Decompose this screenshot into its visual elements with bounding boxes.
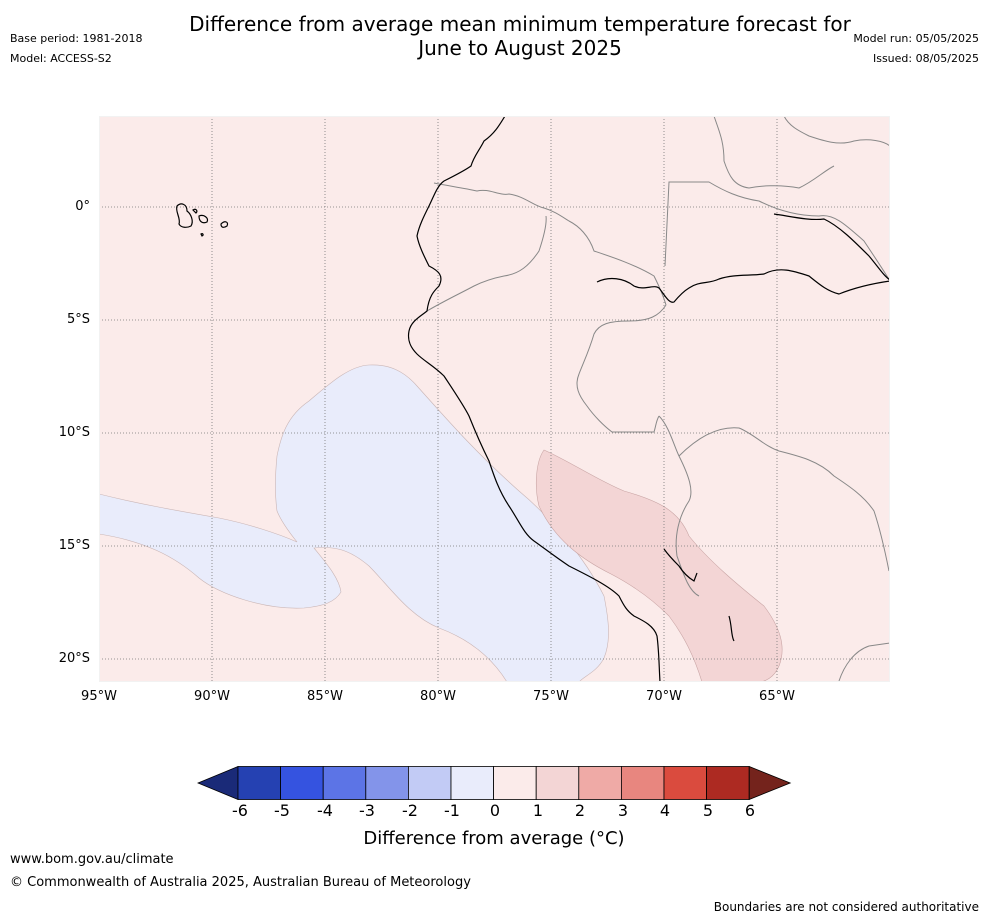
model-run: Model run: 05/05/2025 (853, 32, 979, 45)
lon-label-65w: 65°W (759, 689, 795, 704)
cb-tick-3: 3 (617, 801, 629, 820)
lat-label-10s: 10°S (58, 425, 90, 440)
colorbar (197, 766, 792, 800)
galapagos-islands (175, 203, 229, 237)
cb-tick-minus-6: -6 (232, 801, 248, 820)
colorbar-segment (493, 766, 537, 800)
colorbar-segment (620, 766, 665, 800)
warm-anomaly-bolivia-peru (535, 449, 783, 682)
lon-label-80w: 80°W (420, 689, 456, 704)
model-name: Model: ACCESS-S2 (10, 52, 112, 65)
colorbar-segment (237, 766, 281, 800)
colorbar-segment (322, 766, 367, 800)
colorbar-segment (365, 766, 409, 800)
cb-tick-minus-4: -4 (317, 801, 333, 820)
colorbar-segment (663, 766, 707, 800)
lon-label-95w: 95°W (81, 689, 117, 704)
lon-label-85w: 85°W (307, 689, 343, 704)
colorbar-segment (280, 766, 324, 800)
meta-left: Base period: 1981-2018 Model: ACCESS-S2 (10, 32, 142, 72)
footer-url: www.bom.gov.au/climate (10, 852, 174, 867)
colorbar-segment (578, 766, 622, 800)
colorbar-arrow-high (748, 766, 792, 800)
cb-tick-4: 4 (659, 801, 671, 820)
colorbar-segment (407, 766, 452, 800)
anomaly-map (99, 116, 890, 682)
base-period: Base period: 1981-2018 (10, 32, 143, 45)
lat-label-15s: 15°S (58, 538, 90, 553)
map-title: Difference from average mean minimum tem… (0, 12, 988, 60)
cb-tick-minus-3: -3 (359, 801, 375, 820)
colorbar-segment (450, 766, 494, 800)
meta-right: Model run: 05/05/2025 Issued: 08/05/2025 (853, 32, 979, 72)
cool-anomaly-pacific (99, 364, 609, 682)
footer-copyright: © Commonwealth of Australia 2025, Austra… (10, 875, 471, 890)
cb-tick-5: 5 (702, 801, 714, 820)
lon-label-90w: 90°W (194, 689, 230, 704)
title-line-1: Difference from average mean minimum tem… (189, 12, 851, 36)
lon-label-70w: 70°W (646, 689, 682, 704)
lat-label-20s: 20°S (58, 651, 90, 666)
cb-tick-6: 6 (744, 801, 756, 820)
coastlines (407, 116, 890, 682)
lat-label-0: 0° (75, 199, 90, 214)
cb-tick-0: 0 (489, 801, 501, 820)
colorbar-segment (706, 766, 750, 800)
colorbar-arrow-low (197, 766, 239, 800)
cb-tick-minus-1: -1 (444, 801, 460, 820)
cb-tick-1: 1 (532, 801, 544, 820)
footer-note: Boundaries are not considered authoritat… (713, 900, 979, 914)
cb-tick-minus-2: -2 (402, 801, 418, 820)
issued-date: Issued: 08/05/2025 (872, 52, 979, 65)
colorbar-label: Difference from average (°C) (363, 828, 625, 849)
title-line-2: June to August 2025 (418, 36, 622, 60)
lat-label-5s: 5°S (66, 312, 90, 327)
colorbar-segment (535, 766, 580, 800)
cb-tick-2: 2 (574, 801, 586, 820)
graticule (99, 116, 890, 682)
country-borders (426, 116, 890, 682)
lon-label-75w: 75°W (533, 689, 569, 704)
cb-tick-minus-5: -5 (274, 801, 290, 820)
